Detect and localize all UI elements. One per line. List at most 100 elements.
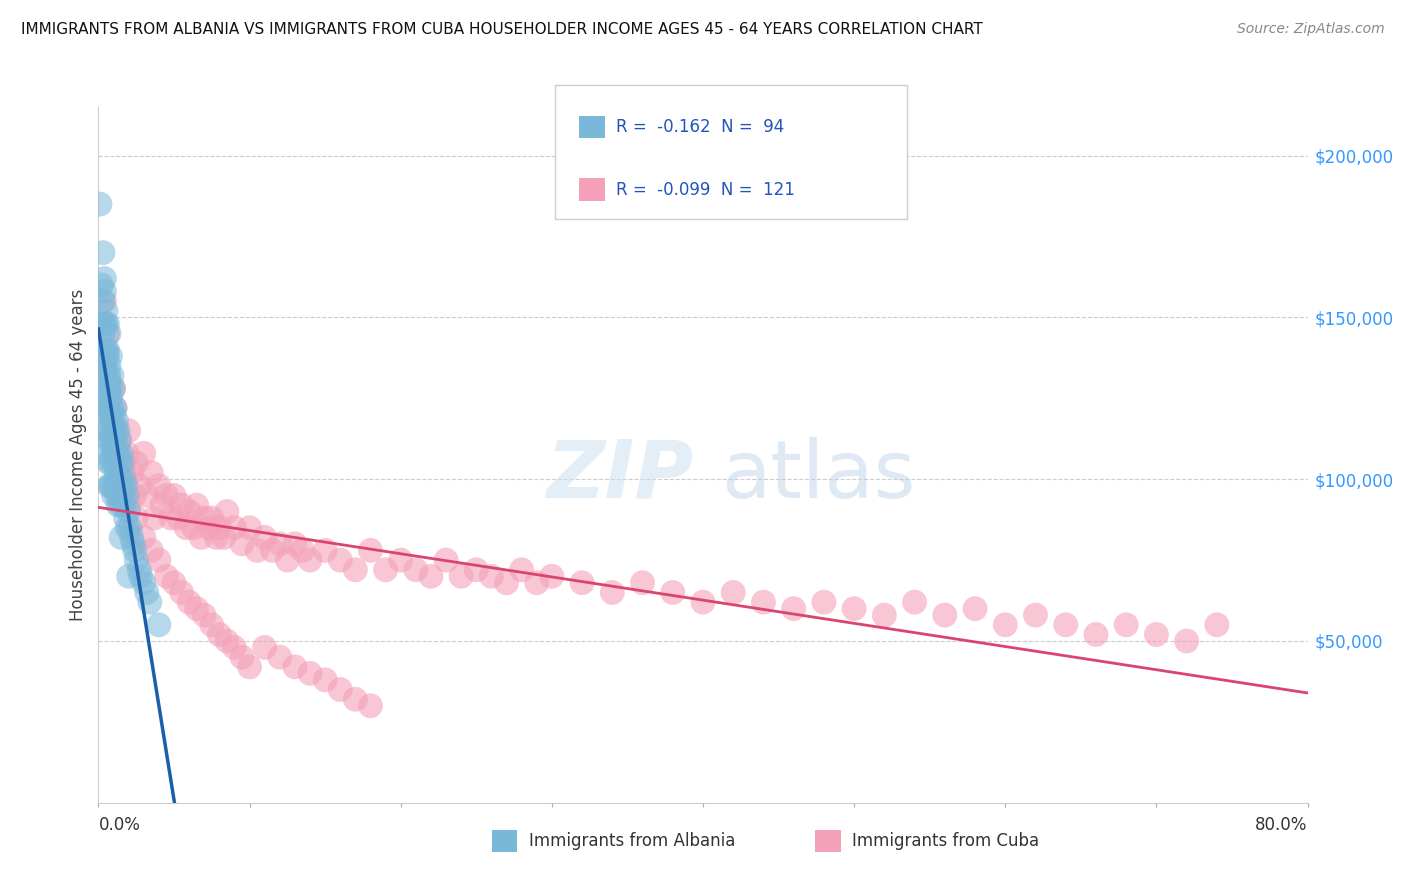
Point [101,414,124,428]
Point [148,553,170,567]
Point [124,488,146,502]
Point [98,375,121,389]
Point [105,466,128,480]
Point [215,504,238,518]
Point [100,434,122,448]
Point [186,498,208,512]
Point [291,543,314,558]
Point [110,531,132,545]
Text: atlas: atlas [721,437,915,515]
Point [208,627,231,641]
Point [96,424,118,438]
Point [299,553,322,567]
Point [104,456,127,470]
Point [329,682,352,697]
Point [110,478,132,492]
Text: Source: ZipAtlas.com: Source: ZipAtlas.com [1237,22,1385,37]
Point [93,359,115,373]
Point [93,285,115,299]
Point [212,531,235,545]
Point [108,434,131,448]
Point [91,317,114,331]
Point [94,317,117,331]
Point [965,601,987,615]
Point [434,553,457,567]
Text: ZIP: ZIP [546,437,693,515]
Point [103,446,125,460]
Point [118,569,141,583]
Point [115,521,138,535]
Point [723,585,745,599]
Point [284,660,307,674]
Point [101,478,124,492]
Point [783,601,806,615]
Point [121,466,143,480]
Point [197,521,219,535]
Point [128,478,150,492]
Point [132,575,155,590]
Point [93,392,115,406]
Point [179,504,201,518]
Point [1115,617,1137,632]
Point [98,456,121,470]
Point [1175,634,1198,648]
Point [101,424,124,438]
Point [103,382,125,396]
Point [105,424,128,438]
Point [571,575,593,590]
Point [120,521,142,535]
Point [114,488,136,502]
Point [1054,617,1077,632]
Point [125,456,148,470]
Point [115,446,138,460]
Point [329,553,352,567]
Point [110,472,132,486]
Point [91,349,114,363]
Point [96,401,118,415]
Point [1085,627,1108,641]
Point [873,608,896,623]
Point [118,424,141,438]
Point [1024,608,1046,623]
Text: Immigrants from Albania: Immigrants from Albania [529,831,735,850]
Point [122,537,145,551]
Point [103,440,125,454]
Point [344,563,367,577]
Point [98,382,121,396]
Point [121,531,143,545]
Point [201,511,224,525]
Point [96,343,118,357]
Point [104,446,127,460]
Point [201,617,224,632]
Point [89,197,111,211]
Point [115,488,138,502]
Point [103,456,125,470]
Point [101,401,124,415]
Point [100,382,122,396]
Point [132,531,155,545]
Point [100,349,122,363]
Point [314,673,336,687]
Point [125,511,148,525]
Point [904,595,927,609]
Point [526,575,548,590]
Point [205,531,228,545]
Point [96,317,118,331]
Point [96,446,118,460]
Point [94,368,117,383]
Point [193,608,215,623]
Point [450,569,472,583]
Point [94,343,117,357]
Point [150,498,173,512]
Point [98,326,121,341]
Point [141,466,163,480]
Point [186,601,208,615]
Point [231,537,253,551]
Point [93,317,115,331]
Point [160,511,183,525]
Point [132,446,155,460]
Point [167,511,190,525]
Point [100,392,122,406]
Point [276,553,298,567]
Point [193,511,215,525]
